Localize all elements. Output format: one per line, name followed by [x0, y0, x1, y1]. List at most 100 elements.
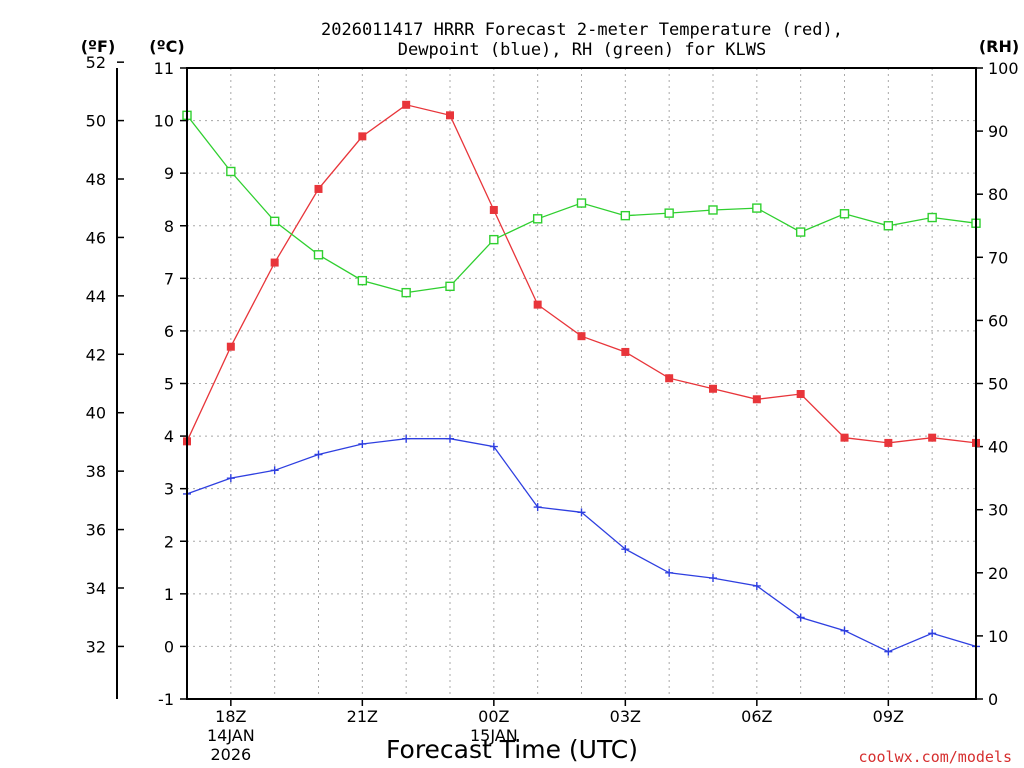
- rh-point: [576, 198, 587, 208]
- rh-point: [401, 287, 411, 298]
- temperature-point: [402, 100, 411, 109]
- temperature-point: [928, 433, 937, 442]
- temperature-point: [226, 342, 235, 351]
- celsius-tick-label: 7: [164, 269, 174, 288]
- rh-series: [182, 110, 981, 298]
- rh-point: [620, 210, 631, 221]
- dewpoint-point: [358, 439, 367, 448]
- dewpoint-point: [709, 574, 717, 583]
- x-tick-label: 18Z: [215, 707, 246, 726]
- fahrenheit-tick-label: 44: [86, 287, 106, 306]
- fahrenheit-tick-label: 42: [86, 345, 106, 364]
- dewpoint-point: [752, 581, 761, 590]
- temperature-point: [489, 205, 498, 214]
- rh-point: [357, 275, 368, 286]
- rh-tick-label: 40: [988, 438, 1008, 457]
- temperature-point: [621, 347, 630, 356]
- dewpoint-point: [884, 647, 893, 656]
- celsius-tick-label: -1: [158, 690, 174, 709]
- x-tick-date-label: 14JAN: [207, 726, 255, 745]
- rh-tick-label: 60: [988, 311, 1008, 330]
- rh-point: [269, 216, 280, 227]
- temperature-point: [796, 390, 805, 399]
- x-tick-date-label: 15JAN: [470, 726, 518, 745]
- dewpoint-series: [183, 434, 980, 656]
- dewpoint-point: [621, 545, 630, 554]
- temperature-point: [533, 300, 542, 309]
- fahrenheit-tick-label: 34: [86, 579, 106, 598]
- temperature-point: [577, 332, 586, 341]
- celsius-tick-label: 6: [164, 322, 174, 341]
- rh-tick-label: 90: [988, 122, 1008, 141]
- temperature-point: [884, 438, 893, 447]
- temperature-point: [314, 184, 323, 193]
- dewpoint-point: [402, 434, 411, 443]
- temperature-point: [709, 384, 717, 393]
- x-axis-title: Forecast Time (UTC): [386, 735, 638, 764]
- temperature-series: [183, 100, 980, 447]
- temperature-point: [358, 132, 367, 141]
- rh-tick-label: 80: [988, 185, 1008, 204]
- temperature-point: [665, 374, 674, 383]
- x-tick-label: 06Z: [741, 707, 772, 726]
- x-tick-label: 09Z: [873, 707, 904, 726]
- dewpoint-point: [533, 503, 542, 512]
- fahrenheit-tick-label: 48: [86, 170, 106, 189]
- series-layer: [182, 100, 981, 656]
- celsius-tick-label: 10: [154, 112, 174, 131]
- celsius-tick-label: 4: [164, 427, 174, 446]
- dewpoint-point: [796, 613, 805, 622]
- temperature-point: [752, 395, 761, 404]
- rh-point: [752, 203, 762, 213]
- fahrenheit-tick-label: 40: [86, 404, 106, 423]
- celsius-tick-label: 8: [164, 217, 174, 236]
- rh-point: [927, 212, 937, 223]
- credit-label: coolwx.com/models: [858, 748, 1012, 766]
- rh-tick-label: 10: [988, 627, 1008, 646]
- rh-tick-label: 50: [988, 375, 1008, 394]
- temperature-point: [446, 111, 454, 120]
- temperature-point: [270, 258, 279, 267]
- fahrenheit-tick-label: 36: [86, 521, 106, 540]
- celsius-axis-unit: (ºC): [149, 37, 184, 56]
- celsius-tick-label: 0: [164, 637, 174, 656]
- dewpoint-point: [270, 466, 279, 475]
- dewpoint-point: [665, 568, 674, 577]
- rh-point: [313, 250, 324, 260]
- celsius-tick-label: 1: [164, 585, 174, 604]
- fahrenheit-tick-label: 38: [86, 462, 106, 481]
- x-tick-year-label: 2026: [210, 745, 251, 764]
- fahrenheit-tick-label: 46: [86, 228, 106, 247]
- x-tick-label: 03Z: [610, 707, 641, 726]
- dewpoint-point: [314, 450, 323, 459]
- fahrenheit-tick-label: 50: [86, 112, 106, 131]
- fahrenheit-axis-unit: (ºF): [81, 37, 116, 56]
- rh-point: [445, 281, 455, 292]
- rh-point: [664, 208, 674, 218]
- dewpoint-point: [226, 474, 235, 483]
- rh-tick-label: 100: [988, 59, 1019, 78]
- rh-tick-label: 30: [988, 501, 1008, 520]
- temperature-point: [840, 433, 849, 442]
- chart-axes: 3234363840424446485052-10123456789101101…: [86, 53, 1019, 764]
- rh-point: [795, 227, 806, 237]
- dewpoint-point: [489, 442, 498, 451]
- plot-frame: [186, 67, 977, 700]
- rh-point: [839, 209, 850, 219]
- celsius-tick-label: 9: [164, 164, 174, 183]
- rh-tick-label: 0: [988, 690, 998, 709]
- rh-tick-label: 20: [988, 564, 1008, 583]
- fahrenheit-tick-label: 32: [86, 637, 106, 656]
- dewpoint-point: [446, 434, 454, 443]
- chart-title-line-1: 2026011417 HRRR Forecast 2-meter Tempera…: [321, 20, 843, 40]
- rh-tick-label: 70: [988, 248, 1008, 267]
- dewpoint-point: [928, 629, 937, 638]
- rh-point: [708, 205, 718, 215]
- dewpoint-point: [840, 626, 849, 635]
- x-tick-label: 21Z: [347, 707, 378, 726]
- dewpoint-point: [577, 508, 586, 517]
- rh-point: [489, 234, 499, 245]
- rh-point: [226, 166, 236, 177]
- fahrenheit-tick-label: 52: [86, 53, 106, 72]
